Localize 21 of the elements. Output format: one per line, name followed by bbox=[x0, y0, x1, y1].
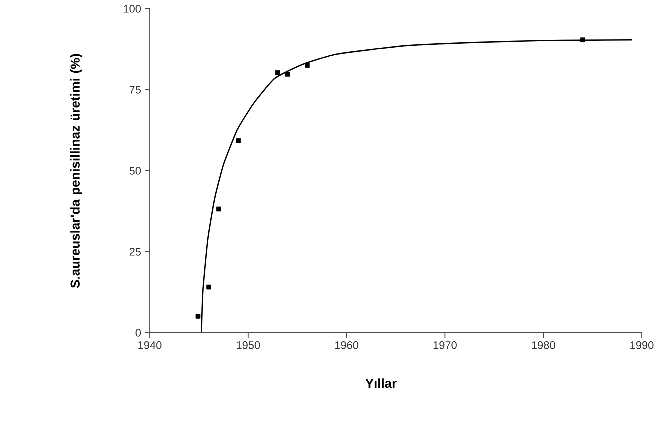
x-tick-label: 1940 bbox=[138, 342, 162, 350]
x-tick-label: 1960 bbox=[335, 342, 359, 350]
x-tick-label: 1990 bbox=[630, 342, 654, 350]
point bbox=[206, 284, 212, 290]
y-tick-label: 25 bbox=[130, 248, 142, 256]
point bbox=[196, 314, 201, 319]
point bbox=[236, 138, 241, 144]
point bbox=[305, 63, 310, 68]
y-tick-label: 50 bbox=[130, 167, 142, 175]
point bbox=[285, 72, 290, 77]
point bbox=[580, 38, 586, 42]
y-tick-label: 100 bbox=[124, 5, 142, 13]
x-axis-title: Yıllar bbox=[366, 378, 397, 388]
x-tick-label: 1970 bbox=[434, 342, 457, 350]
y-tick-label: 0 bbox=[136, 329, 142, 337]
point bbox=[216, 206, 222, 212]
y-axis-title: S.aureuslar'da penisillinaz üretimi (%) bbox=[70, 54, 83, 288]
x-tick-label: 1980 bbox=[532, 342, 556, 350]
point bbox=[276, 70, 280, 76]
y-tick-label: 75 bbox=[130, 86, 142, 94]
x-tick-label: 1950 bbox=[237, 342, 260, 350]
